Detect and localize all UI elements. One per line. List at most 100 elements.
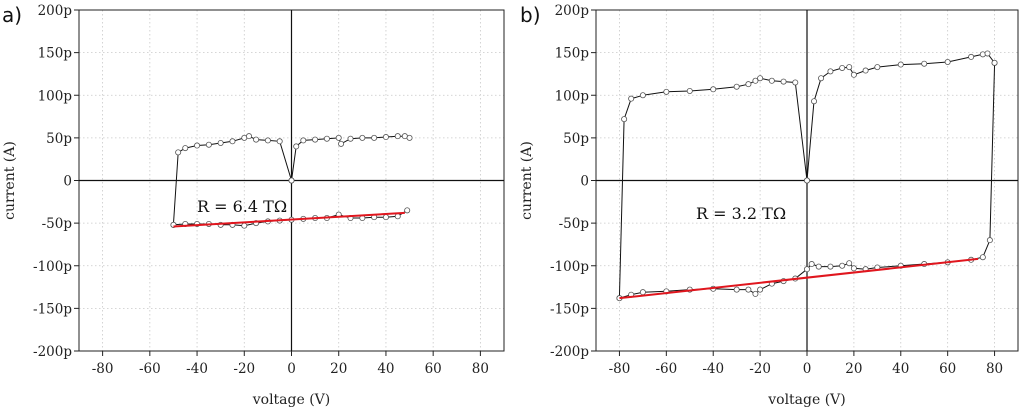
x-tick-label: 60 bbox=[425, 361, 442, 377]
chart-panel-a: -80 -60 -40 -20 0 20 40 60 80 -200p -150p -100p -50p… bbox=[2, 3, 505, 408]
data-point bbox=[686, 87, 693, 94]
y-tick-label: -150p bbox=[550, 301, 589, 317]
x-tick-label: -40 bbox=[702, 361, 724, 377]
x-tick-label: -20 bbox=[233, 361, 255, 377]
data-point bbox=[359, 134, 366, 141]
data-point bbox=[991, 59, 998, 66]
y-tick-label: -200p bbox=[33, 344, 72, 360]
x-axis-label: voltage (V) bbox=[252, 392, 331, 408]
data-point bbox=[768, 77, 775, 84]
data-point bbox=[846, 260, 853, 267]
y-tick-label: -100p bbox=[550, 259, 589, 275]
x-axis-label: voltage (V) bbox=[767, 392, 846, 408]
data-point bbox=[371, 134, 378, 141]
y-tick-label: 0 bbox=[63, 174, 72, 190]
data-point bbox=[710, 86, 717, 93]
data-point bbox=[986, 237, 993, 244]
data-point bbox=[663, 88, 670, 95]
data-point bbox=[839, 64, 846, 71]
data-point bbox=[205, 141, 212, 148]
data-point bbox=[175, 149, 182, 156]
x-tick-label: 40 bbox=[892, 361, 909, 377]
y-tick-label: -50p bbox=[559, 216, 589, 232]
data-point bbox=[394, 213, 401, 220]
x-tick-label: 80 bbox=[986, 361, 1003, 377]
data-point bbox=[628, 95, 635, 102]
x-tick-label: -40 bbox=[186, 361, 208, 377]
data-point bbox=[827, 68, 834, 75]
data-point bbox=[811, 98, 818, 105]
data-point bbox=[780, 78, 787, 85]
data-point bbox=[944, 59, 951, 66]
data-point bbox=[792, 79, 799, 86]
data-point bbox=[733, 286, 740, 293]
data-point bbox=[217, 139, 224, 146]
data-point bbox=[253, 136, 260, 143]
y-tick-label: 150p bbox=[38, 46, 72, 62]
data-point bbox=[984, 50, 991, 57]
data-point bbox=[979, 254, 986, 261]
x-tick-label: -80 bbox=[609, 361, 631, 377]
data-point bbox=[194, 142, 201, 149]
data-point bbox=[815, 263, 822, 270]
data-point bbox=[874, 64, 881, 71]
data-point bbox=[804, 177, 811, 184]
data-point bbox=[338, 140, 345, 147]
data-point bbox=[897, 61, 904, 68]
y-tick-label: 100p bbox=[38, 88, 72, 104]
y-tick-label: 50p bbox=[563, 131, 589, 147]
data-point bbox=[182, 145, 189, 152]
y-tick-label: -50p bbox=[42, 216, 72, 232]
data-point bbox=[323, 135, 330, 142]
panel-label: a) bbox=[2, 3, 22, 27]
data-point bbox=[639, 92, 646, 99]
data-point bbox=[968, 53, 975, 60]
panel-label: b) bbox=[520, 3, 541, 27]
resistance-annotation: R = 6.4 TΩ bbox=[197, 197, 287, 216]
x-tick-label: 20 bbox=[845, 361, 862, 377]
data-point bbox=[639, 289, 646, 296]
data-point bbox=[757, 286, 764, 293]
data-point bbox=[293, 143, 300, 150]
data-point bbox=[818, 75, 825, 82]
x-tick-label: -80 bbox=[92, 361, 114, 377]
data-point bbox=[229, 138, 236, 145]
y-tick-label: 150p bbox=[555, 46, 589, 62]
y-tick-label: -150p bbox=[33, 301, 72, 317]
data-point bbox=[288, 177, 295, 184]
x-tick-label: -60 bbox=[655, 361, 677, 377]
fit-line bbox=[173, 211, 405, 228]
x-tick-label: 20 bbox=[330, 361, 347, 377]
data-point bbox=[382, 214, 389, 221]
x-tick-label: -20 bbox=[749, 361, 771, 377]
data-point bbox=[300, 137, 307, 144]
data-point bbox=[850, 265, 857, 272]
y-tick-label: 200p bbox=[555, 3, 589, 19]
y-tick-label: -100p bbox=[33, 259, 72, 275]
x-tick-label: 60 bbox=[939, 361, 956, 377]
data-point bbox=[382, 134, 389, 141]
data-point bbox=[752, 77, 759, 84]
data-point bbox=[276, 138, 283, 145]
data-point bbox=[839, 262, 846, 269]
data-point bbox=[406, 134, 413, 141]
y-axis-label: current (A) bbox=[2, 141, 18, 220]
data-point bbox=[745, 81, 752, 88]
y-tick-label: 0 bbox=[580, 174, 589, 190]
y-tick-label: 50p bbox=[46, 131, 72, 147]
data-point bbox=[241, 222, 248, 229]
y-tick-label: 100p bbox=[555, 88, 589, 104]
data-point bbox=[850, 71, 857, 78]
data-point bbox=[827, 263, 834, 270]
data-point bbox=[808, 261, 815, 268]
data-point bbox=[757, 75, 764, 82]
series-line-1 bbox=[291, 135, 410, 181]
data-point bbox=[921, 60, 928, 67]
chart-panel-b: -80 -60 -40 -20 0 20 40 60 80 -200p -150p -100p -50p… bbox=[519, 3, 1019, 408]
x-tick-label: 40 bbox=[377, 361, 394, 377]
data-point bbox=[264, 137, 271, 144]
data-point bbox=[335, 134, 342, 141]
data-point bbox=[394, 133, 401, 140]
y-axis-label: current (A) bbox=[519, 141, 535, 220]
